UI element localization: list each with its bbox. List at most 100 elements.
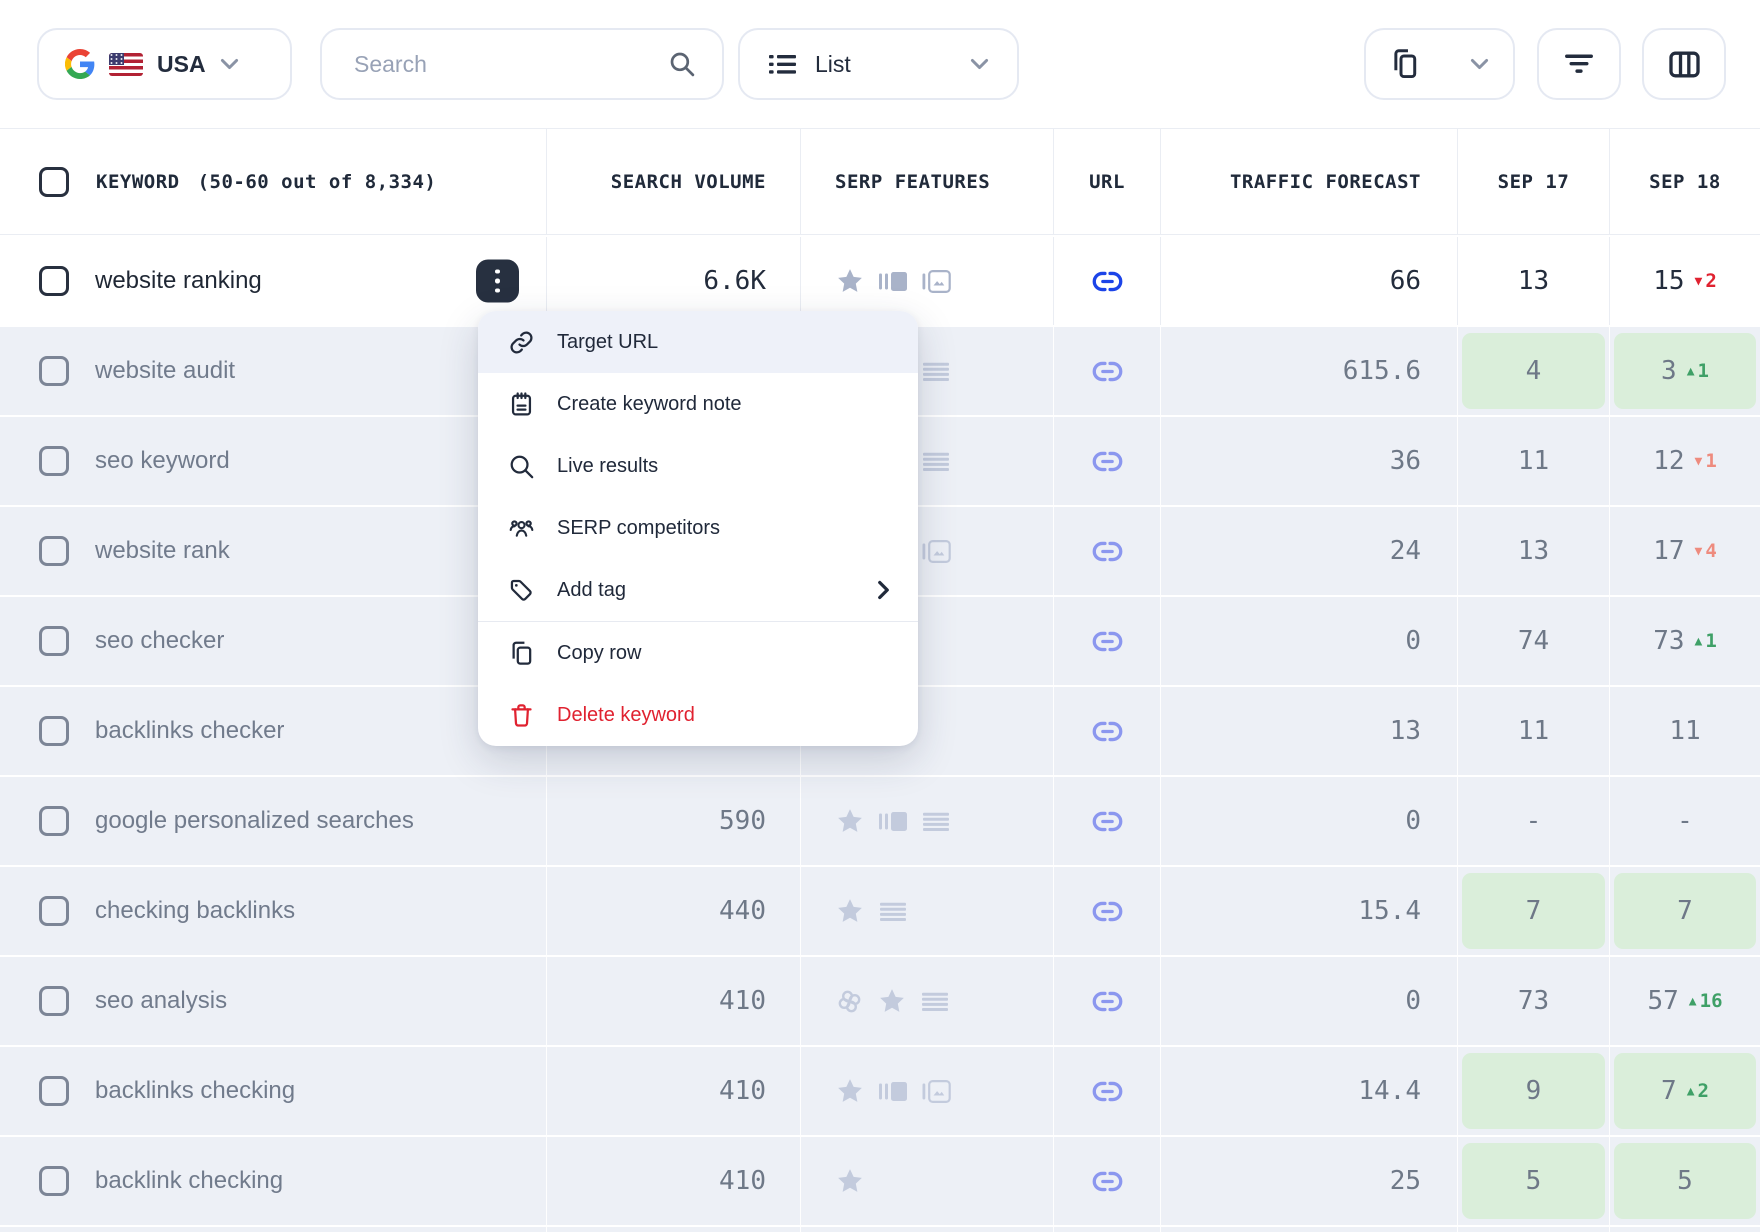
row-checkbox[interactable]: [39, 446, 69, 476]
serp-features-cell: [801, 1227, 1054, 1232]
search-icon: [508, 453, 535, 480]
keyword-search: [320, 28, 724, 100]
usa-flag-icon: [109, 52, 143, 76]
table-row: [0, 1225, 1760, 1232]
search-volume-cell: [547, 1227, 801, 1232]
region-selector[interactable]: USA: [37, 28, 292, 100]
list-view-icon: [768, 52, 797, 77]
sep18-cell: 7 2: [1610, 1047, 1760, 1135]
sep17-cell: 5: [1458, 1137, 1610, 1225]
toolbar: USA List: [0, 0, 1760, 128]
keyword-cell: website audit: [0, 327, 547, 415]
row-menu-button[interactable]: [476, 259, 519, 303]
menu-item-create-keyword-note[interactable]: Create keyword note: [478, 373, 918, 435]
url-column-header[interactable]: URL: [1054, 129, 1161, 234]
search-input[interactable]: [352, 49, 636, 79]
people-icon: [508, 515, 535, 542]
region-label: USA: [157, 50, 206, 77]
url-link-icon[interactable]: [1092, 1081, 1123, 1102]
table-row: checking backlinks 440 15.4 7 7: [0, 865, 1760, 955]
traffic-forecast-cell: 0: [1161, 957, 1458, 1045]
url-cell: [1054, 417, 1161, 505]
row-checkbox[interactable]: [39, 536, 69, 566]
keyword-cell: seo keyword: [0, 417, 547, 505]
position-change: 1: [1695, 450, 1716, 472]
keyword-column-header: KEYWORD (50-60 out of 8,334): [96, 170, 437, 193]
filter-button[interactable]: [1537, 28, 1621, 100]
url-link-icon[interactable]: [1092, 1171, 1123, 1192]
row-checkbox[interactable]: [39, 626, 69, 656]
sep18-column-header[interactable]: SEP 18: [1649, 170, 1721, 193]
row-context-menu: Target URL Create keyword note Live resu…: [478, 311, 918, 746]
row-checkbox[interactable]: [39, 896, 69, 926]
sep17-cell: 9: [1458, 1047, 1610, 1135]
row-checkbox[interactable]: [39, 1166, 69, 1196]
note-icon: [508, 391, 535, 418]
sep18-cell: 12 1: [1610, 417, 1760, 505]
row-checkbox[interactable]: [39, 266, 69, 296]
image-icon: [921, 268, 952, 295]
menu-item-delete-keyword[interactable]: Delete keyword: [478, 684, 918, 746]
sep17-cell: 73: [1458, 957, 1610, 1045]
link-icon: [508, 329, 535, 356]
traffic-forecast-cell: [1161, 1227, 1458, 1232]
sep17-cell: 11: [1458, 687, 1610, 775]
keyword-label: backlinks checking: [95, 1077, 296, 1104]
keyword-cell: seo checker: [0, 597, 547, 685]
list-icon: [921, 359, 951, 384]
row-checkbox[interactable]: [39, 806, 69, 836]
sep17-cell: 4: [1458, 327, 1610, 415]
row-checkbox[interactable]: [39, 356, 69, 386]
table-row: google personalized searches 590 0 - -: [0, 775, 1760, 865]
url-link-icon[interactable]: [1092, 721, 1123, 742]
image-icon: [921, 1078, 952, 1105]
traffic-forecast-cell: 24: [1161, 507, 1458, 595]
search-volume-cell: 410: [547, 957, 801, 1045]
row-checkbox[interactable]: [39, 986, 69, 1016]
view-mode-selector[interactable]: List: [738, 28, 1019, 100]
sep18-cell: 5: [1610, 1137, 1760, 1225]
google-logo-icon: [65, 49, 95, 79]
search-icon[interactable]: [669, 51, 696, 78]
url-link-icon[interactable]: [1092, 361, 1123, 382]
menu-item-live-results[interactable]: Live results: [478, 435, 918, 497]
url-link-icon[interactable]: [1092, 451, 1123, 472]
traffic-forecast-column-header[interactable]: TRAFFIC FORECAST: [1161, 129, 1458, 234]
traffic-forecast-cell: 25: [1161, 1137, 1458, 1225]
url-link-icon[interactable]: [1092, 901, 1123, 922]
menu-item-serp-competitors[interactable]: SERP competitors: [478, 497, 918, 559]
url-cell: [1054, 1227, 1161, 1232]
sep17-cell: -: [1458, 777, 1610, 865]
position-change: 4: [1695, 540, 1716, 562]
columns-icon: [1668, 51, 1700, 78]
url-link-icon[interactable]: [1092, 631, 1123, 652]
menu-item-add-tag[interactable]: Add tag: [478, 559, 918, 621]
manage-columns-button[interactable]: [1642, 28, 1726, 100]
row-checkbox[interactable]: [39, 1076, 69, 1106]
sep17-cell: 13: [1458, 507, 1610, 595]
serp-features-column-header[interactable]: SERP FEATURES: [801, 129, 1054, 234]
sep18-cell: [1610, 1227, 1760, 1232]
url-link-icon[interactable]: [1092, 541, 1123, 562]
search-volume-column-header[interactable]: SEARCH VOLUME: [547, 129, 801, 234]
sep17-cell: 7: [1458, 867, 1610, 955]
url-link-icon[interactable]: [1092, 991, 1123, 1012]
search-volume-cell: 410: [547, 1137, 801, 1225]
keyword-cell: checking backlinks: [0, 867, 547, 955]
url-link-icon[interactable]: [1092, 271, 1123, 292]
row-checkbox[interactable]: [39, 716, 69, 746]
trash-icon: [508, 702, 535, 729]
menu-item-target-url[interactable]: Target URL: [478, 311, 918, 373]
position-change: 16: [1689, 990, 1723, 1012]
url-cell: [1054, 327, 1161, 415]
url-cell: [1054, 1047, 1161, 1135]
serp-features-cell: [801, 1047, 1054, 1135]
export-copy-button[interactable]: [1364, 28, 1515, 100]
menu-item-copy-row[interactable]: Copy row: [478, 622, 918, 684]
select-all-checkbox[interactable]: [39, 166, 69, 197]
url-link-icon[interactable]: [1092, 811, 1123, 832]
list-icon: [921, 449, 951, 474]
sep17-column-header[interactable]: SEP 17: [1458, 129, 1610, 234]
sep18-cell: 3 1: [1610, 327, 1760, 415]
search-volume-cell: 440: [547, 867, 801, 955]
